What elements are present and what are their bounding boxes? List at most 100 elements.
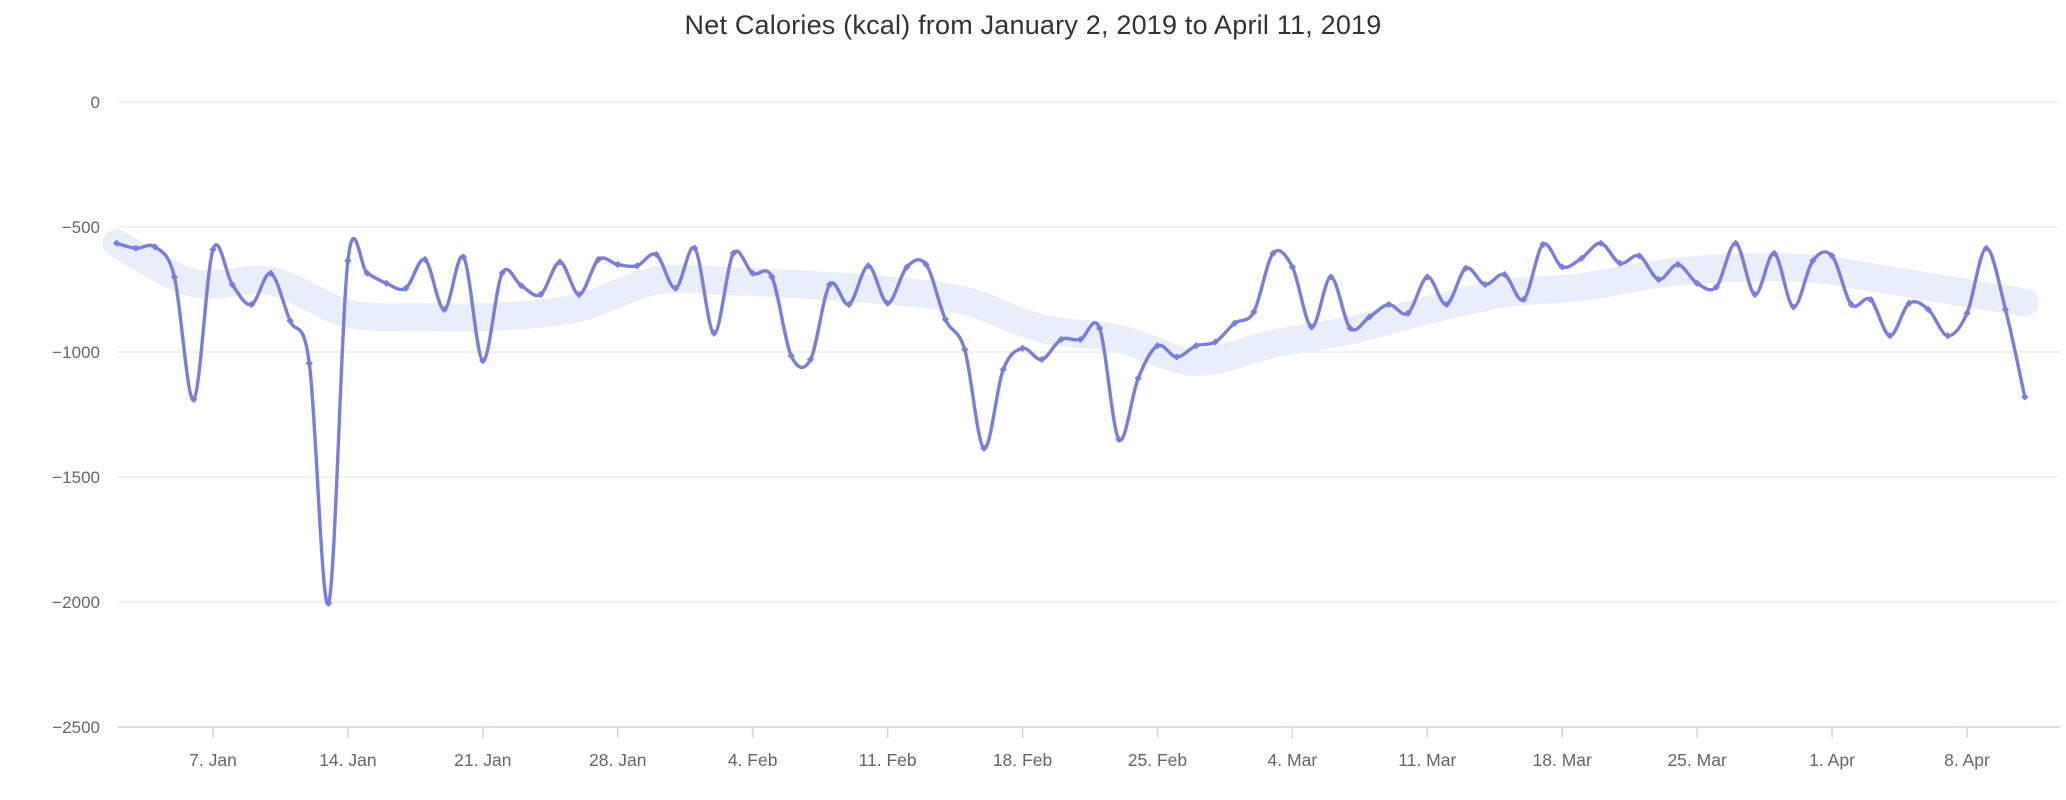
data-point-marker[interactable]: [1076, 335, 1084, 344]
data-point-marker[interactable]: [421, 255, 429, 264]
data-point-marker[interactable]: [614, 260, 622, 269]
data-point-marker[interactable]: [459, 253, 468, 261]
data-point-marker[interactable]: [1500, 270, 1508, 279]
data-point-marker[interactable]: [1443, 300, 1451, 309]
data-point-marker[interactable]: [1481, 280, 1489, 289]
data-point-marker[interactable]: [1365, 313, 1374, 321]
data-point-marker[interactable]: [1192, 342, 1200, 350]
data-point-marker[interactable]: [1655, 275, 1663, 284]
data-point-marker[interactable]: [999, 365, 1007, 374]
data-point-marker[interactable]: [1809, 257, 1817, 265]
data-point-marker[interactable]: [845, 300, 853, 309]
data-point-marker[interactable]: [749, 269, 757, 277]
data-point-marker[interactable]: [402, 284, 410, 292]
data-point-marker[interactable]: [247, 300, 256, 309]
data-point-marker[interactable]: [1770, 249, 1778, 257]
data-point-marker[interactable]: [440, 305, 448, 314]
data-point-marker[interactable]: [1211, 338, 1219, 346]
data-point-marker[interactable]: [1308, 323, 1316, 331]
data-point-marker[interactable]: [922, 260, 930, 269]
data-point-marker[interactable]: [190, 395, 198, 404]
data-point-marker[interactable]: [1134, 374, 1142, 382]
data-point-marker[interactable]: [594, 255, 603, 264]
data-point-marker[interactable]: [672, 284, 680, 292]
data-point-marker[interactable]: [151, 243, 159, 251]
data-point-marker[interactable]: [1789, 303, 1798, 311]
data-point-marker[interactable]: [2021, 393, 2029, 401]
data-point-marker[interactable]: [864, 262, 872, 270]
data-point-marker[interactable]: [1732, 239, 1740, 247]
data-point-marker[interactable]: [1520, 295, 1528, 304]
data-point-marker[interactable]: [1250, 308, 1258, 316]
data-point-marker[interactable]: [209, 245, 217, 254]
data-point-marker[interactable]: [1616, 259, 1624, 267]
data-point-marker[interactable]: [363, 269, 371, 277]
data-point-marker[interactable]: [729, 249, 737, 257]
data-point-marker[interactable]: [498, 269, 506, 277]
data-point-marker[interactable]: [113, 239, 121, 247]
data-point-marker[interactable]: [806, 355, 815, 364]
data-point-marker[interactable]: [884, 299, 892, 307]
data-point-marker[interactable]: [1982, 244, 1990, 252]
data-point-marker[interactable]: [1096, 324, 1104, 332]
data-point-marker[interactable]: [787, 352, 795, 360]
data-point-marker[interactable]: [286, 317, 294, 325]
data-point-marker[interactable]: [1153, 342, 1161, 350]
data-point-marker[interactable]: [1038, 355, 1046, 364]
data-point-marker[interactable]: [652, 250, 660, 259]
data-point-marker[interactable]: [1462, 264, 1470, 272]
data-point-marker[interactable]: [1558, 263, 1566, 271]
data-point-marker[interactable]: [132, 244, 140, 252]
data-point-marker[interactable]: [980, 444, 988, 452]
data-point-marker[interactable]: [556, 258, 564, 266]
data-point-marker[interactable]: [1423, 273, 1431, 281]
data-point-marker[interactable]: [1539, 240, 1547, 249]
data-point-marker[interactable]: [1597, 239, 1605, 247]
data-point-marker[interactable]: [1905, 299, 1913, 307]
data-point-marker[interactable]: [941, 315, 949, 324]
data-point-marker[interactable]: [1924, 305, 1932, 314]
data-point-marker[interactable]: [1847, 300, 1855, 309]
data-point-marker[interactable]: [826, 280, 834, 289]
data-point-marker[interactable]: [710, 329, 718, 337]
data-point-marker[interactable]: [517, 282, 525, 290]
data-point-marker[interactable]: [1288, 263, 1296, 271]
data-point-marker[interactable]: [1963, 309, 1971, 317]
data-point-marker[interactable]: [344, 257, 352, 265]
data-point-marker[interactable]: [1944, 332, 1952, 340]
data-point-marker[interactable]: [1828, 252, 1836, 260]
data-point-marker[interactable]: [575, 290, 583, 299]
data-point-marker[interactable]: [1751, 290, 1759, 299]
data-point-marker[interactable]: [382, 279, 390, 287]
data-point-marker[interactable]: [537, 290, 545, 299]
data-point-marker[interactable]: [1018, 344, 1027, 352]
data-point-marker[interactable]: [1886, 332, 1894, 340]
data-point-marker[interactable]: [1346, 324, 1354, 332]
data-point-marker[interactable]: [1577, 254, 1586, 262]
data-point-marker[interactable]: [1230, 319, 1239, 327]
data-point-marker[interactable]: [1269, 249, 1277, 257]
data-point-marker[interactable]: [1693, 279, 1701, 287]
data-point-marker[interactable]: [1867, 295, 1875, 304]
data-point-marker[interactable]: [1173, 353, 1181, 361]
data-point-marker[interactable]: [633, 262, 641, 270]
data-point-marker[interactable]: [1404, 309, 1412, 317]
data-point-marker[interactable]: [903, 263, 911, 271]
data-point-marker[interactable]: [768, 273, 776, 281]
data-point-marker[interactable]: [691, 244, 699, 252]
data-point-marker[interactable]: [1385, 300, 1393, 309]
data-point-marker[interactable]: [2001, 305, 2010, 314]
data-point-marker[interactable]: [1712, 283, 1720, 291]
data-point-marker[interactable]: [1674, 260, 1682, 269]
data-point-marker[interactable]: [228, 280, 236, 289]
data-point-marker[interactable]: [325, 599, 333, 607]
data-point-marker[interactable]: [305, 359, 313, 367]
data-point-marker[interactable]: [479, 357, 487, 365]
data-point-marker[interactable]: [1635, 252, 1643, 260]
data-point-marker[interactable]: [170, 273, 178, 281]
data-point-marker[interactable]: [1057, 335, 1065, 344]
data-point-marker[interactable]: [1327, 273, 1335, 281]
data-point-marker[interactable]: [267, 269, 275, 277]
data-point-marker[interactable]: [961, 345, 969, 354]
data-point-marker[interactable]: [1115, 435, 1123, 444]
